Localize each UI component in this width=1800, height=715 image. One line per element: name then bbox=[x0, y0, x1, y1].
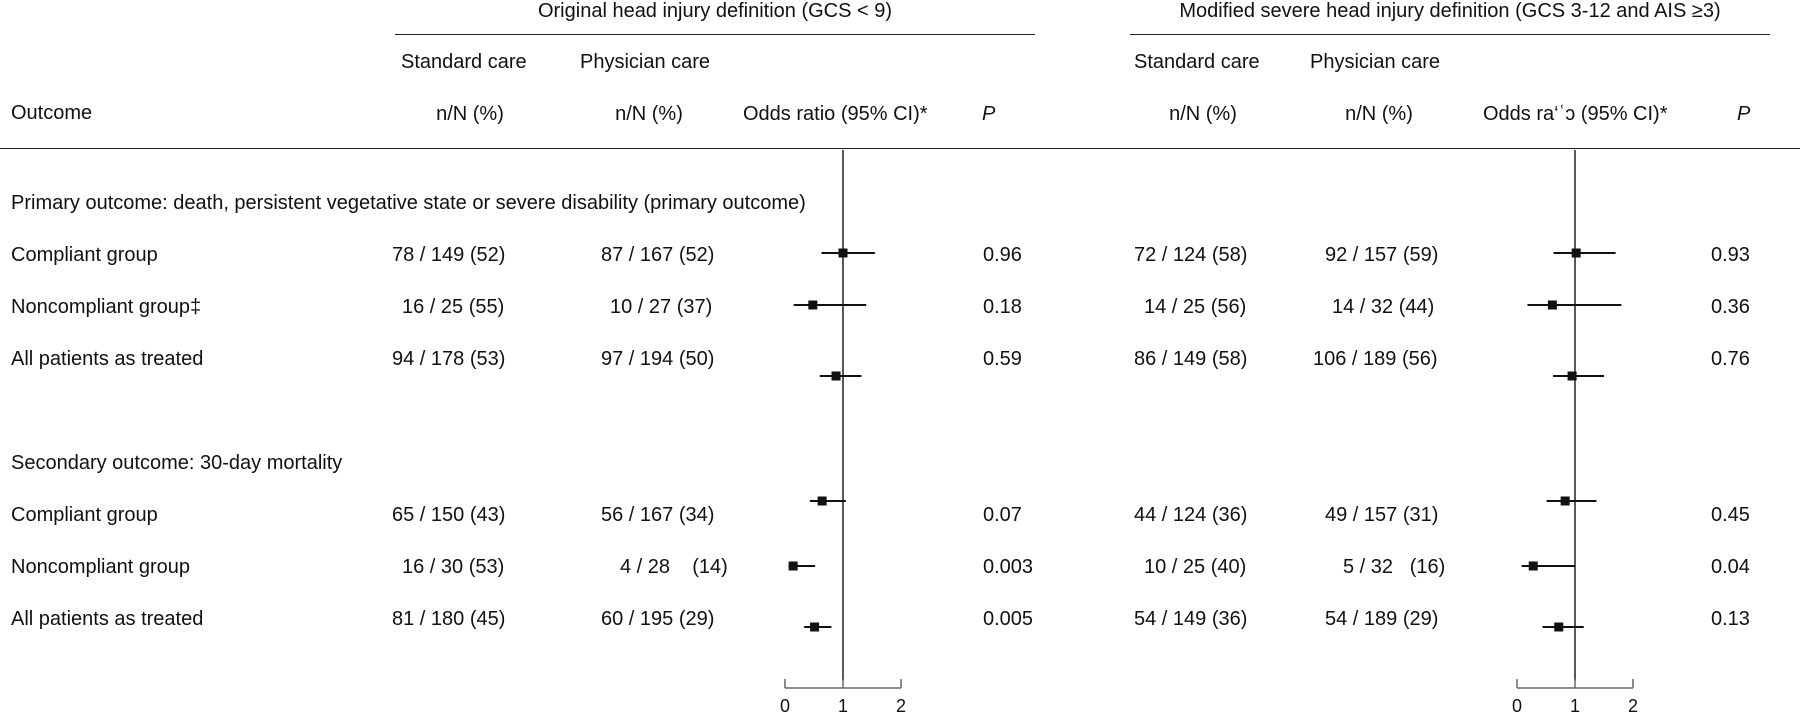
right-standard-value: 10 / 25 (40) bbox=[1144, 556, 1247, 578]
odds-ratio-marker bbox=[1547, 300, 1557, 310]
right-physician-nN-header: n/N (%) bbox=[1345, 103, 1413, 125]
right-group-header: Modified severe head injury definition (… bbox=[1179, 0, 1721, 22]
right-physician-value: 54 / 189 (29) bbox=[1325, 608, 1439, 630]
left-physician-value: 56 / 167 (34) bbox=[601, 504, 715, 526]
left-p-value: 0.18 bbox=[983, 296, 1022, 318]
left-physician-care-header: Physician care bbox=[580, 51, 711, 73]
left-physician-value: 87 / 167 (52) bbox=[601, 244, 715, 266]
x-tick-label: 2 bbox=[896, 696, 906, 715]
right-standard-value: 44 / 124 (36) bbox=[1134, 504, 1248, 526]
section-title-primary: Primary outcome: death, persistent veget… bbox=[11, 192, 806, 214]
left-group-rule bbox=[395, 34, 1035, 35]
x-tick-label: 2 bbox=[1628, 696, 1638, 715]
left-standard-value: 94 / 178 (53) bbox=[392, 348, 506, 370]
odds-ratio-marker bbox=[1528, 561, 1538, 571]
left-p-value: 0.003 bbox=[983, 556, 1034, 578]
right-p-header: P bbox=[1737, 103, 1751, 125]
left-standard-nN-header: n/N (%) bbox=[436, 103, 504, 125]
left-p-value: 0.005 bbox=[983, 608, 1034, 630]
right-physician-care-header: Physician care bbox=[1310, 51, 1441, 73]
left-standard-value: 16 / 30 (53) bbox=[402, 556, 505, 578]
right-physician-value: 106 / 189 (56) bbox=[1313, 348, 1438, 370]
left-standard-value: 16 / 25 (55) bbox=[402, 296, 505, 318]
right-physician-value: 14 / 32 (44) bbox=[1332, 296, 1435, 318]
row-label: Compliant group bbox=[11, 504, 158, 526]
row-label: Compliant group bbox=[11, 244, 158, 266]
right-standard-value: 54 / 149 (36) bbox=[1134, 608, 1248, 630]
right-physician-value: 5 / 32 (16) bbox=[1343, 556, 1446, 578]
left-odds-ratio-header: Odds ratio (95% CI)* bbox=[743, 103, 928, 125]
left-physician-value: 4 / 28 (14) bbox=[620, 556, 728, 578]
left-standard-value: 81 / 180 (45) bbox=[392, 608, 506, 630]
right-p-value: 0.76 bbox=[1711, 348, 1750, 370]
odds-ratio-marker bbox=[1560, 496, 1570, 506]
header-bottom-rule bbox=[0, 148, 1800, 149]
left-group-header: Original head injury definition (GCS < 9… bbox=[537, 0, 893, 22]
x-tick-label: 1 bbox=[838, 696, 848, 715]
odds-ratio-marker bbox=[838, 248, 848, 258]
outcome-header: Outcome bbox=[11, 102, 93, 124]
left-standard-value: 78 / 149 (52) bbox=[392, 244, 506, 266]
odds-ratio-marker bbox=[1554, 622, 1564, 632]
right-standard-value: 86 / 149 (58) bbox=[1134, 348, 1248, 370]
right-odds-ratio-header: Odds ra‘ʿɔ (95% CI)* bbox=[1483, 103, 1668, 125]
odds-ratio-marker bbox=[831, 371, 841, 381]
x-tick-label: 1 bbox=[1570, 696, 1580, 715]
left-physician-nN-header: n/N (%) bbox=[615, 103, 683, 125]
left-p-value: 0.07 bbox=[983, 504, 1022, 526]
left-standard-value: 65 / 150 (43) bbox=[392, 504, 506, 526]
left-p-value: 0.96 bbox=[983, 244, 1022, 266]
row-label: All patients as treated bbox=[11, 608, 204, 630]
right-standard-nN-header: n/N (%) bbox=[1169, 103, 1237, 125]
left-p-value: 0.59 bbox=[983, 348, 1022, 370]
right-standard-value: 72 / 124 (58) bbox=[1134, 244, 1248, 266]
right-standard-care-header: Standard care bbox=[1134, 51, 1260, 73]
row-label: All patients as treated bbox=[11, 348, 204, 370]
right-group-rule bbox=[1130, 34, 1770, 35]
section-title-secondary: Secondary outcome: 30-day mortality bbox=[11, 452, 343, 474]
odds-ratio-marker bbox=[1571, 248, 1581, 258]
right-physician-value: 92 / 157 (59) bbox=[1325, 244, 1439, 266]
left-physician-value: 97 / 194 (50) bbox=[601, 348, 715, 370]
right-p-value: 0.13 bbox=[1711, 608, 1750, 630]
row-label: Noncompliant group‡ bbox=[11, 296, 202, 318]
odds-ratio-marker bbox=[788, 561, 798, 571]
odds-ratio-marker bbox=[1567, 371, 1577, 381]
right-standard-value: 14 / 25 (56) bbox=[1144, 296, 1247, 318]
x-tick-label: 0 bbox=[780, 696, 790, 715]
left-physician-value: 60 / 195 (29) bbox=[601, 608, 715, 630]
right-p-value: 0.93 bbox=[1711, 244, 1750, 266]
right-p-value: 0.36 bbox=[1711, 296, 1750, 318]
row-label: Noncompliant group bbox=[11, 556, 190, 578]
left-p-header: P bbox=[982, 103, 996, 125]
left-physician-value: 10 / 27 (37) bbox=[610, 296, 713, 318]
right-p-value: 0.45 bbox=[1711, 504, 1750, 526]
odds-ratio-marker bbox=[810, 622, 820, 632]
odds-ratio-marker bbox=[808, 300, 818, 310]
right-p-value: 0.04 bbox=[1711, 556, 1750, 578]
odds-ratio-marker bbox=[817, 496, 827, 506]
x-tick-label: 0 bbox=[1512, 696, 1522, 715]
left-standard-care-header: Standard care bbox=[401, 51, 527, 73]
right-physician-value: 49 / 157 (31) bbox=[1325, 504, 1439, 526]
